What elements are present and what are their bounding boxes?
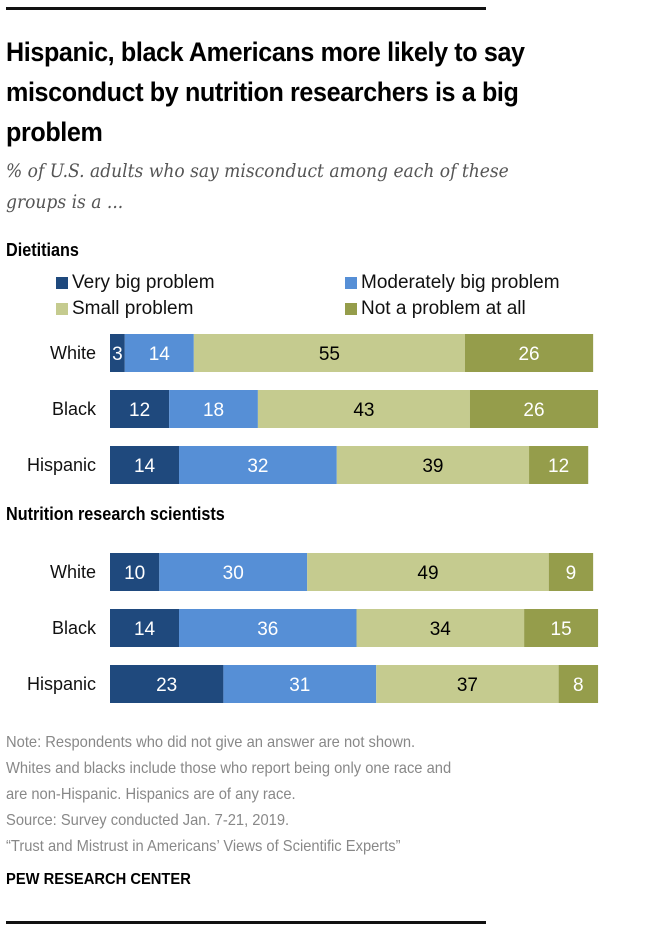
note-line: Note: Respondents who did not give an an… bbox=[6, 734, 416, 751]
chart-subtitle: % of U.S. adults who say misconduct amon… bbox=[6, 160, 509, 213]
bar-segment bbox=[110, 665, 224, 703]
data-label: 14 bbox=[149, 344, 171, 365]
source-line: Source: Survey conducted Jan. 7-21, 2019… bbox=[6, 812, 290, 829]
legend-item-small: Small problem bbox=[56, 298, 193, 320]
data-label: 3 bbox=[112, 344, 123, 365]
data-label: 34 bbox=[430, 619, 452, 640]
bar-segment bbox=[529, 446, 589, 484]
data-label: 55 bbox=[319, 344, 340, 365]
data-label: 14 bbox=[134, 456, 156, 477]
bar-segment bbox=[257, 390, 470, 428]
bar-segment bbox=[179, 446, 337, 484]
category-label: Hispanic bbox=[27, 455, 96, 475]
bar-segment bbox=[169, 390, 258, 428]
data-label: 43 bbox=[353, 400, 374, 421]
legend-item-not-a-problem: Not a problem at all bbox=[345, 298, 526, 320]
notes: Note: Respondents who did not give an an… bbox=[6, 730, 595, 860]
data-label: 10 bbox=[124, 563, 145, 584]
legend-label: Small problem bbox=[72, 298, 194, 319]
data-label: 15 bbox=[551, 619, 572, 640]
legend-swatch-very-big bbox=[56, 277, 68, 289]
note-line: Whites and blacks include those who repo… bbox=[6, 760, 452, 777]
data-label: 9 bbox=[566, 563, 577, 584]
legend-swatch-moderately-big bbox=[345, 277, 357, 289]
bar-segment bbox=[110, 553, 160, 591]
data-label: 26 bbox=[523, 400, 544, 421]
data-label: 32 bbox=[247, 456, 268, 477]
bar-segment bbox=[558, 665, 599, 703]
top-rule bbox=[6, 7, 486, 10]
bar-segment bbox=[159, 553, 308, 591]
category-label: Hispanic bbox=[27, 674, 96, 694]
data-label: 37 bbox=[457, 675, 478, 696]
data-label: 39 bbox=[422, 456, 443, 477]
legend-swatch-not-a-problem bbox=[345, 303, 357, 315]
bottom-rule bbox=[6, 921, 486, 924]
bar-segment bbox=[376, 665, 559, 703]
data-label: 18 bbox=[203, 400, 224, 421]
bar-segment bbox=[110, 390, 170, 428]
bar-segment bbox=[356, 609, 525, 647]
data-label: 26 bbox=[518, 344, 539, 365]
bar-segment bbox=[336, 446, 530, 484]
data-label: 8 bbox=[573, 675, 584, 696]
data-label: 14 bbox=[134, 619, 156, 640]
data-label: 49 bbox=[417, 563, 438, 584]
category-label: Black bbox=[52, 618, 97, 638]
legend-label: Very big problem bbox=[72, 272, 215, 293]
brand-name: PEW RESEARCH CENTER bbox=[6, 871, 191, 888]
data-label: 23 bbox=[156, 675, 177, 696]
chart-title: Hispanic, black Americans more likely to… bbox=[6, 37, 525, 147]
bar-segment bbox=[179, 609, 357, 647]
category-label: White bbox=[50, 562, 96, 582]
data-label: 12 bbox=[129, 400, 150, 421]
legend-label: Moderately big problem bbox=[361, 272, 560, 293]
bar-segment bbox=[110, 609, 180, 647]
data-label: 36 bbox=[257, 619, 278, 640]
bar-segment bbox=[307, 553, 549, 591]
section-title-nutrition-scientists: Nutrition research scientists bbox=[6, 504, 225, 524]
bar-segment bbox=[223, 665, 377, 703]
bar-segment bbox=[548, 553, 594, 591]
legend-label: Not a problem at all bbox=[361, 298, 526, 319]
legend-item-very-big: Very big problem bbox=[56, 272, 215, 294]
note-line: are non-Hispanic. Hispanics are of any r… bbox=[6, 786, 296, 803]
report-title-line: “Trust and Mistrust in Americans’ Views … bbox=[6, 838, 401, 855]
bar-segment bbox=[469, 390, 599, 428]
bar-segment bbox=[464, 334, 594, 372]
section-title-dietitians: Dietitians bbox=[6, 240, 79, 260]
legend-item-moderately-big: Moderately big problem bbox=[345, 272, 560, 294]
data-label: 12 bbox=[548, 456, 569, 477]
legend-swatch-small bbox=[56, 303, 68, 315]
bar-segment bbox=[110, 334, 125, 372]
bar-segment bbox=[124, 334, 194, 372]
bar-segment bbox=[193, 334, 465, 372]
bar-segment bbox=[524, 609, 599, 647]
data-label: 31 bbox=[289, 675, 310, 696]
bar-segment bbox=[110, 446, 180, 484]
data-label: 30 bbox=[223, 563, 244, 584]
category-label: Black bbox=[52, 399, 97, 419]
category-label: White bbox=[50, 343, 96, 363]
